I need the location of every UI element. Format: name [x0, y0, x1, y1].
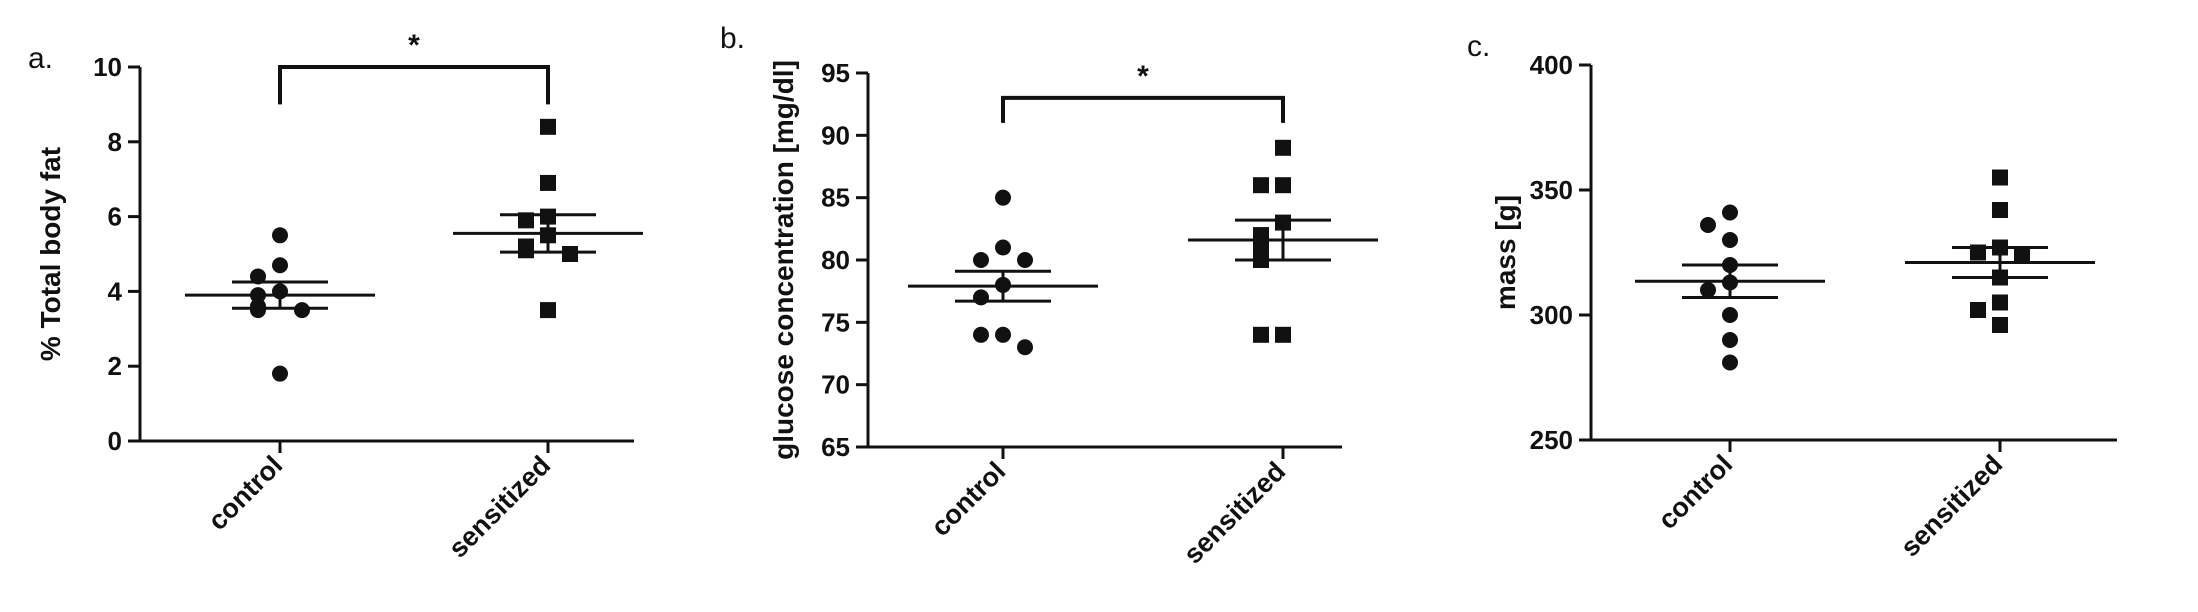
- data-point: [1992, 294, 2008, 311]
- series-sensitized: [453, 118, 643, 319]
- series-sensitized: [1188, 139, 1378, 343]
- data-point: [973, 252, 989, 268]
- y-tick-label: 80: [821, 245, 850, 275]
- data-point: [1275, 177, 1291, 194]
- y-axis-title: glucose concentration [mg/dl]: [768, 60, 799, 460]
- panel-label: c.: [1467, 30, 1490, 63]
- y-tick-label: 8: [108, 127, 122, 157]
- significance-bracket: [278, 65, 550, 105]
- data-point: [1722, 307, 1738, 323]
- data-point: [1700, 282, 1716, 298]
- x-category-label: sensitized: [1895, 449, 2009, 563]
- data-point: [272, 365, 288, 382]
- data-point: [1017, 252, 1033, 268]
- data-point: [995, 239, 1011, 256]
- data-point: [540, 174, 556, 191]
- x-category-label: control: [925, 456, 1011, 542]
- y-tick-label: 70: [821, 370, 850, 400]
- data-point: [1017, 339, 1033, 356]
- data-point: [1275, 326, 1291, 343]
- chart-panel-3: c. 250 300 350 400 mass [g] control sensitized: [1467, 30, 2117, 563]
- y-tick-label: 85: [821, 183, 850, 213]
- data-point: [1992, 317, 2008, 333]
- series-control: [185, 227, 375, 382]
- y-tick-label: 400: [1530, 50, 1573, 80]
- data-point: [1253, 326, 1269, 343]
- y-tick-label: 2: [108, 351, 122, 381]
- y-axis-title: % Total body fat: [35, 147, 66, 361]
- data-point: [1722, 204, 1738, 221]
- series-control: [908, 189, 1098, 356]
- y-tick-label: 350: [1530, 175, 1573, 205]
- x-category-label: control: [1652, 449, 1738, 535]
- panel-label: b.: [720, 22, 745, 55]
- data-point: [1700, 217, 1716, 233]
- y-axis-title: mass [g]: [1490, 195, 1521, 310]
- data-point: [1253, 177, 1269, 194]
- data-point: [294, 302, 310, 319]
- data-point: [562, 246, 578, 262]
- data-point: [995, 189, 1011, 206]
- y-tick-label: 0: [108, 426, 122, 456]
- data-point: [1970, 302, 1986, 318]
- series-sensitized: [1905, 169, 2095, 333]
- significance-label: *: [1137, 60, 1149, 93]
- y-tick-label: 65: [821, 432, 850, 462]
- x-category-label: sensitized: [443, 450, 557, 564]
- data-point: [1722, 232, 1738, 248]
- data-point: [1275, 139, 1291, 156]
- data-point: [1722, 332, 1738, 348]
- chart-panel-2: b. 65 70 75 80 85 90 95 glucose concentration [m…: [720, 22, 1378, 570]
- series-control: [1635, 204, 1825, 371]
- data-point: [272, 227, 288, 244]
- data-point: [540, 118, 556, 135]
- data-point: [1253, 239, 1269, 256]
- data-point: [250, 268, 266, 285]
- data-point: [1722, 354, 1738, 371]
- data-point: [272, 257, 288, 274]
- data-point: [250, 302, 266, 319]
- x-category-label: sensitized: [1178, 456, 1292, 570]
- data-point: [540, 302, 556, 319]
- y-tick-label: 75: [821, 307, 850, 337]
- significance-label: *: [408, 29, 420, 62]
- panel-label: a.: [28, 42, 53, 75]
- data-point: [2014, 247, 2030, 263]
- y-tick-label: 6: [108, 202, 122, 232]
- x-category-label: control: [202, 450, 288, 536]
- data-point: [973, 326, 989, 343]
- y-tick-label: 4: [108, 276, 123, 306]
- data-point: [518, 242, 534, 259]
- y-tick-label: 95: [821, 58, 850, 88]
- data-point: [518, 212, 534, 229]
- significance-bracket: [1001, 95, 1285, 123]
- y-tick-label: 90: [821, 120, 850, 150]
- data-point: [995, 326, 1011, 343]
- data-point: [1992, 202, 2008, 218]
- y-tick-label: 10: [93, 52, 122, 82]
- y-tick-label: 300: [1530, 300, 1573, 330]
- data-point: [1992, 169, 2008, 186]
- chart-panel-1: a. 0 2 4 6 8 10 % Total body fat control sensitiz…: [28, 29, 643, 564]
- y-tick-label: 250: [1530, 425, 1573, 455]
- data-point: [973, 289, 989, 306]
